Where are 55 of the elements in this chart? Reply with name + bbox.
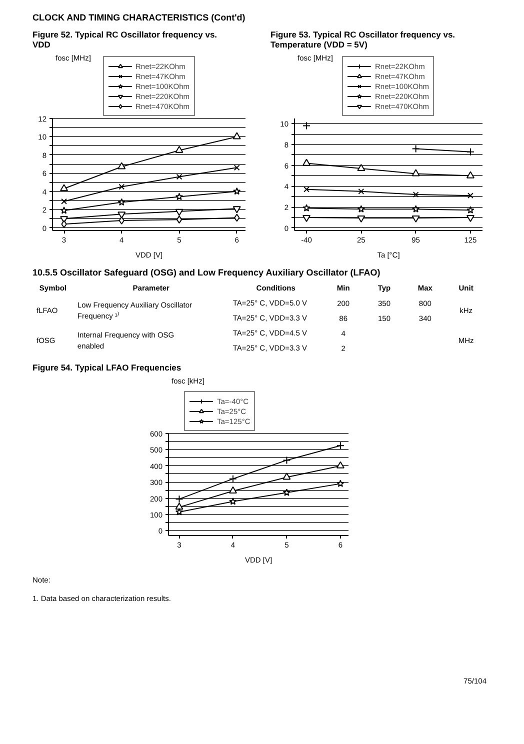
- point: [175, 508, 184, 516]
- point: [336, 442, 344, 450]
- point: [336, 480, 344, 488]
- point: [466, 148, 474, 156]
- point: [228, 486, 237, 494]
- point: [234, 214, 240, 222]
- point: [228, 474, 237, 483]
- point: [118, 212, 126, 219]
- point: [175, 495, 184, 504]
- point: [118, 162, 126, 170]
- point: [412, 192, 419, 198]
- point: [302, 122, 311, 130]
- point: [60, 184, 68, 192]
- point: [466, 206, 474, 214]
- point: [282, 472, 291, 480]
- point: [61, 198, 67, 204]
- point: [282, 456, 291, 464]
- chart-title: Figure 53. Typical RC Oscillator frequency vs. Temperature (VDD = 5V): [270, 30, 456, 50]
- point: [118, 216, 124, 224]
- point: [302, 214, 311, 222]
- point: [233, 187, 241, 195]
- point: [357, 215, 366, 223]
- point: [175, 502, 184, 510]
- point: [302, 158, 311, 166]
- point: [466, 214, 474, 222]
- point: [176, 174, 182, 180]
- point: [412, 215, 420, 223]
- point: [468, 192, 474, 199]
- point: [175, 192, 184, 200]
- point: [304, 186, 310, 192]
- point: [175, 146, 184, 153]
- text: 10.5.5 Oscillator Safeguard (OSG) and Low Frequency Auxiliary Oscillator (LFAO): [32, 268, 380, 278]
- point: [282, 488, 291, 496]
- point: [175, 208, 184, 216]
- text: CLOCK AND TIMING CHARACTERISTICS (Cont'd): [32, 12, 246, 22]
- point: [61, 220, 67, 228]
- point: [412, 205, 420, 212]
- point: [336, 461, 344, 468]
- point: [466, 171, 474, 178]
- chart-title: Figure 54. Typical LFAO Frequencies: [32, 362, 182, 372]
- point: [234, 164, 240, 171]
- point: [118, 184, 125, 190]
- point: [357, 164, 366, 172]
- point: [358, 188, 364, 194]
- point: [118, 198, 126, 206]
- point: [176, 216, 182, 224]
- point: [60, 206, 68, 214]
- point: [302, 204, 310, 212]
- point: [412, 144, 420, 153]
- point: [232, 132, 241, 140]
- chart-title: Figure 52. Typical RC Oscillator frequency vs. VDD: [32, 30, 218, 50]
- point: [412, 169, 420, 176]
- point: [229, 498, 237, 505]
- point: [357, 205, 366, 212]
- point: [232, 206, 241, 214]
